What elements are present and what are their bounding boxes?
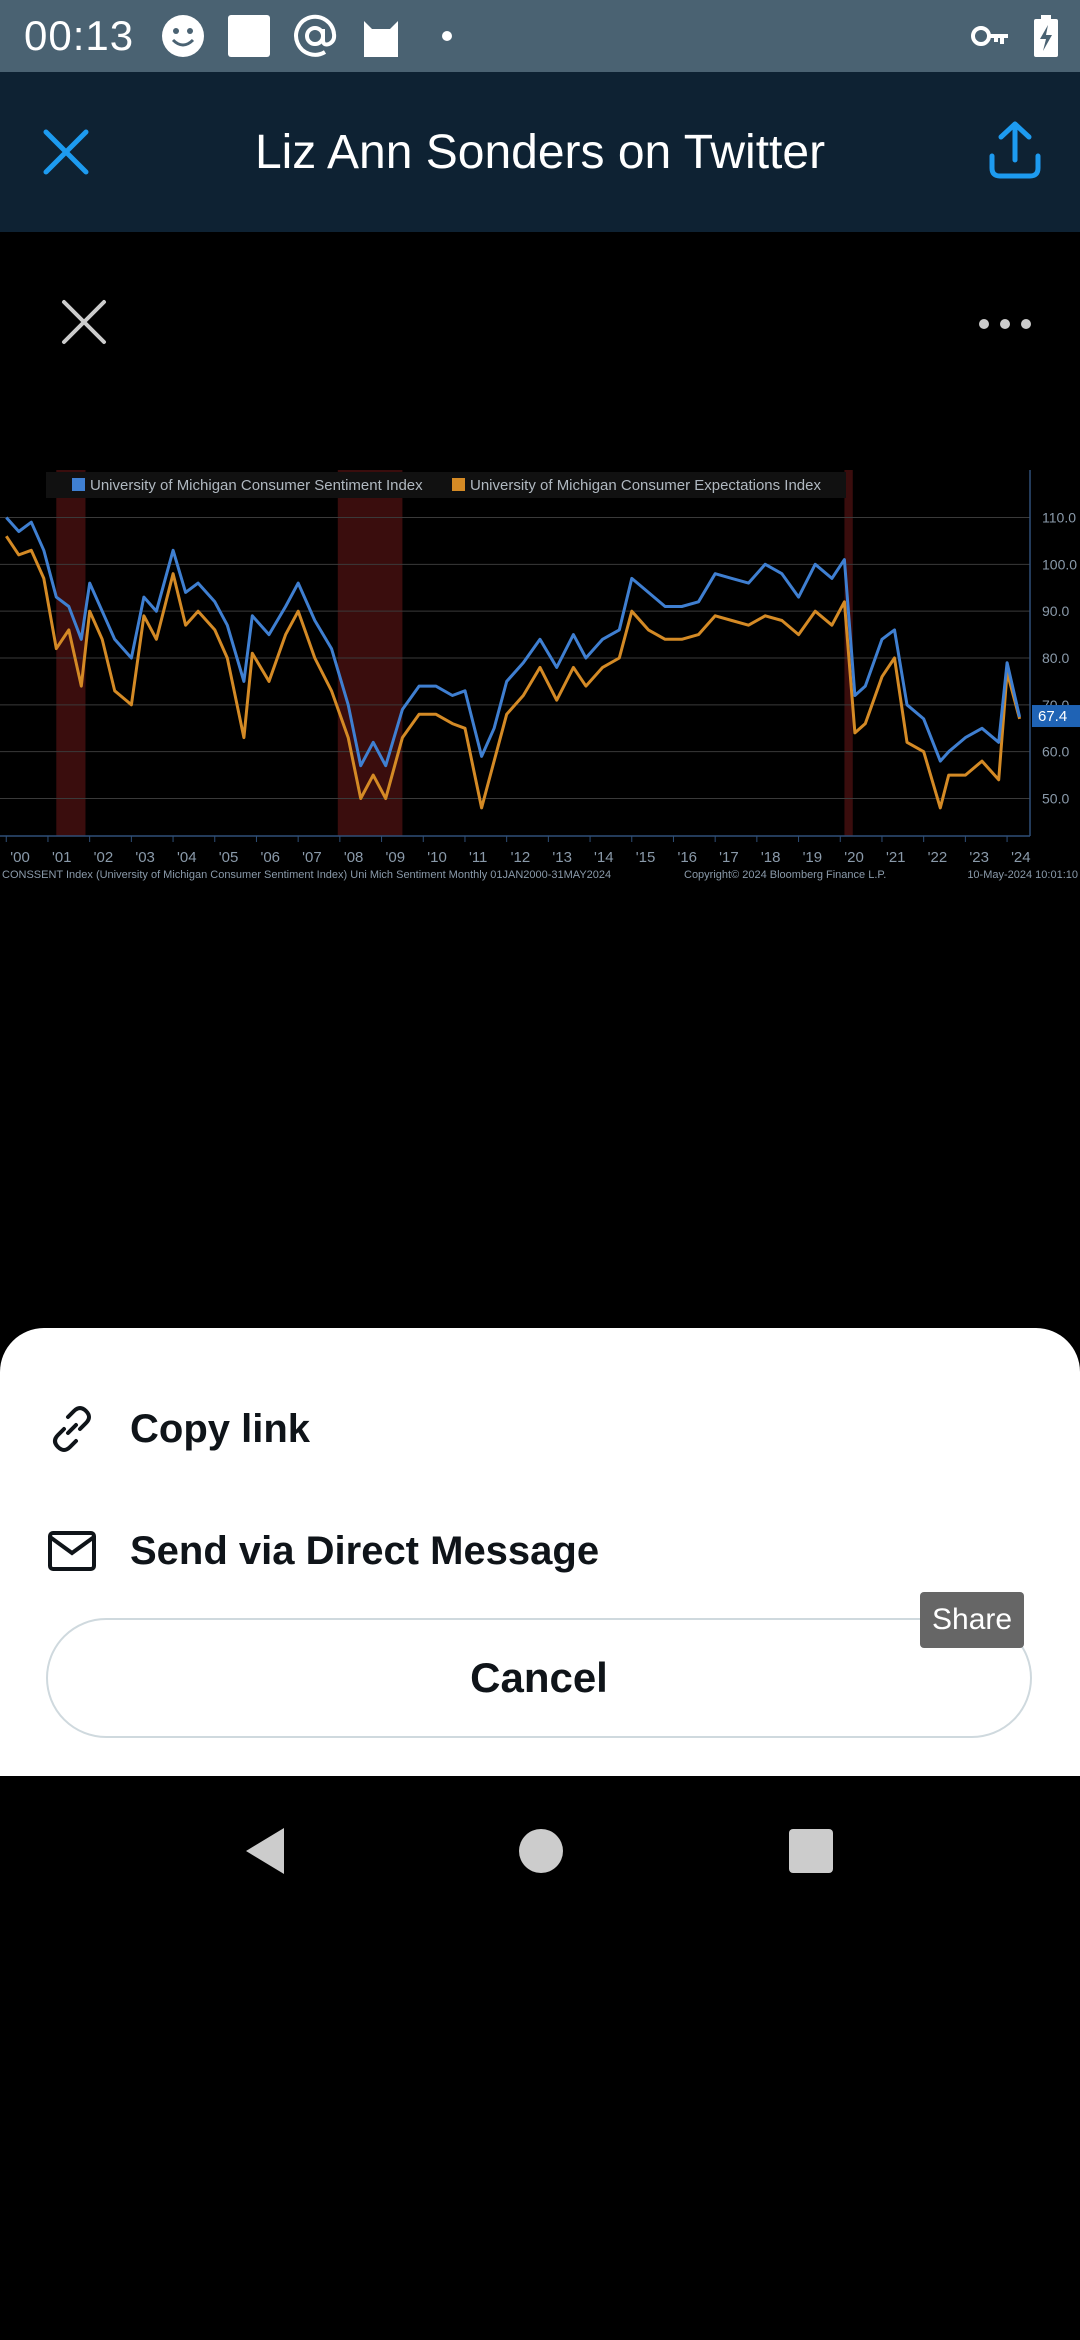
x-tick-label: '14 (594, 849, 614, 866)
key-icon (971, 26, 1008, 46)
home-icon[interactable] (516, 1826, 566, 1876)
x-tick-label: '17 (719, 849, 739, 866)
x-tick-label: '06 (260, 849, 280, 866)
x-tick-label: '09 (386, 849, 406, 866)
chart-footer-center: Copyright© 2024 Bloomberg Finance L.P. (684, 869, 886, 881)
app-bar: Liz Ann Sonders on Twitter (0, 72, 1080, 232)
last-value-label: 67.4 (1038, 708, 1067, 725)
send-dm-item[interactable]: Send via Direct Message (0, 1496, 1080, 1606)
recents-icon[interactable] (786, 1826, 836, 1876)
page-title: Liz Ann Sonders on Twitter (254, 125, 826, 179)
link-icon (53, 1406, 91, 1452)
share-sheet: Copy link Send via Direct Message Cancel (0, 1328, 1080, 1776)
x-tick-label: '23 (969, 849, 989, 866)
y-tick-label: 50.0 (1042, 791, 1069, 807)
x-tick-label: '10 (427, 849, 447, 866)
status-bar: 00:13 (0, 0, 1080, 72)
close-icon[interactable] (36, 122, 96, 182)
x-tick-label: '13 (552, 849, 572, 866)
y-tick-label: 110.0 (1042, 509, 1076, 525)
y-tick-label: 100.0 (1042, 556, 1077, 572)
legend-label-0: University of Michigan Consumer Sentimen… (90, 477, 423, 494)
system-icons (970, 15, 1058, 57)
share-tooltip: Share (920, 1592, 1025, 1648)
x-tick-label: '08 (344, 849, 364, 866)
x-tick-label: '20 (844, 849, 864, 866)
x-tick-label: '12 (511, 849, 531, 866)
mail-icon (48, 1531, 96, 1571)
smiley-icon (162, 15, 205, 57)
x-tick-label: '05 (219, 849, 239, 866)
chart-footer-right: 10-May-2024 10:01:10 (967, 869, 1078, 881)
x-tick-label: '19 (803, 849, 823, 866)
legend-box (46, 472, 846, 498)
dot-icon (442, 31, 453, 41)
x-tick-label: '16 (677, 849, 697, 866)
x-tick-label: '24 (1011, 849, 1031, 866)
x-tick-label: '04 (177, 849, 197, 866)
x-tick-label: '07 (302, 849, 322, 866)
y-tick-label: 60.0 (1042, 744, 1069, 760)
series-line-0 (5, 516, 1022, 768)
notification-icons (160, 13, 470, 59)
chart-footer-left: CONSSENT Index (University of Michigan C… (2, 869, 611, 881)
close-icon[interactable] (56, 294, 112, 350)
x-tick-label: '02 (94, 849, 114, 866)
y-tick-label: 90.0 (1042, 603, 1069, 619)
last-value-badge (1032, 705, 1080, 728)
legend-swatch-0 (72, 478, 85, 491)
x-tick-label: '11 (469, 849, 487, 866)
cancel-button[interactable]: Cancel (46, 1618, 1032, 1738)
y-tick-label: 80.0 (1042, 650, 1069, 666)
at-icon (294, 14, 337, 57)
copy-link-item[interactable]: Copy link (0, 1374, 1080, 1484)
legend-label-1: University of Michigan Consumer Expectat… (470, 477, 821, 494)
copy-link-label: Copy link (130, 1406, 311, 1451)
battery-charging-icon (1034, 15, 1058, 57)
x-tick-label: '21 (886, 849, 906, 866)
x-tick-label: '00 (10, 849, 30, 866)
x-tick-label: '18 (761, 849, 781, 866)
x-tick-label: '01 (52, 849, 72, 866)
square-icon (228, 15, 271, 57)
more-horizontal-icon[interactable] (970, 304, 1040, 344)
x-tick-label: '15 (636, 849, 656, 866)
status-time: 00:13 (24, 12, 135, 59)
media-viewer (0, 232, 1080, 1332)
send-dm-label: Send via Direct Message (130, 1528, 600, 1573)
cat-icon (364, 21, 399, 57)
recession-band-0 (56, 470, 86, 836)
share-icon[interactable] (980, 116, 1050, 186)
x-tick-label: '03 (135, 849, 155, 866)
legend-swatch-1 (452, 478, 465, 491)
series-line-1 (5, 535, 1022, 810)
back-icon[interactable] (240, 1826, 290, 1876)
navigation-bar (0, 1776, 1080, 1926)
x-tick-label: '22 (928, 849, 948, 866)
chart-image: 110.0 100.0 90.0 80.0 70.0 60.0 50.0'00'01'02 '… (0, 470, 1080, 1310)
